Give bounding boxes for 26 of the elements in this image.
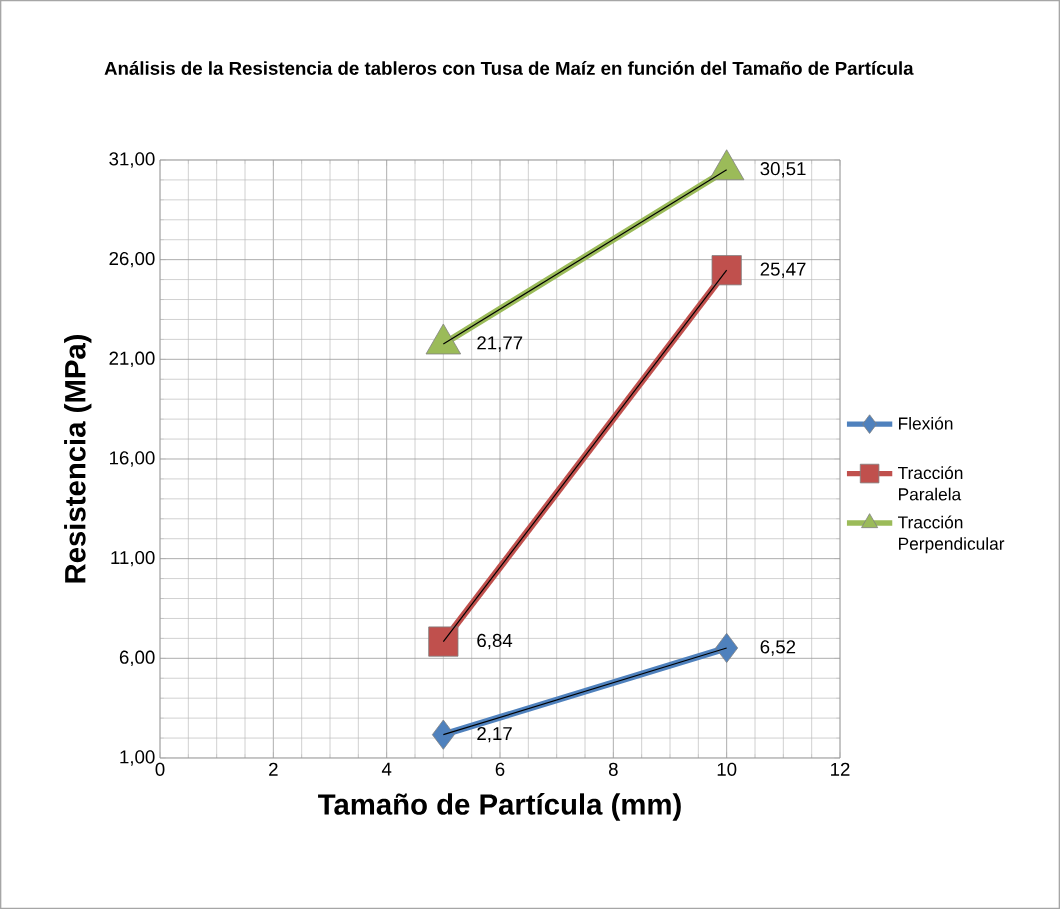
y-axis-title: Resistencia (MPa) bbox=[64, 334, 92, 583]
y-tick-label: 11,00 bbox=[111, 550, 155, 567]
y-tick-label: 16,00 bbox=[110, 451, 155, 467]
data-label: 6,52 bbox=[760, 640, 796, 656]
x-tick-label: 0 bbox=[155, 762, 165, 776]
data-label: 21,77 bbox=[477, 336, 523, 352]
legend-label: Flexión bbox=[899, 416, 953, 430]
y-tick-label: 1,00 bbox=[120, 750, 155, 766]
x-axis-title: Tamaño de Partícula (mm) bbox=[318, 793, 681, 821]
data-label: 30,51 bbox=[760, 162, 806, 178]
y-tick-label: 31,00 bbox=[109, 152, 155, 168]
x-tick-label: 8 bbox=[608, 762, 618, 776]
x-tick-label: 4 bbox=[381, 762, 392, 776]
x-tick-label: 12 bbox=[831, 762, 850, 776]
y-tick-label: 6,00 bbox=[119, 650, 155, 667]
data-label: 6,84 bbox=[477, 633, 513, 650]
data-label: 2,17 bbox=[477, 726, 512, 743]
y-tick-label: 21,00 bbox=[109, 351, 155, 368]
legend-label: Tracción Perpendicular bbox=[898, 515, 1005, 554]
chart-title: Análisis de la Resistencia de tableros con Tusa de Maíz en función del Tamaño de Partícula bbox=[104, 61, 914, 75]
x-tick-label: 2 bbox=[269, 762, 278, 776]
legend-label: Tracción Paralela bbox=[898, 466, 963, 501]
data-label: 25,47 bbox=[760, 262, 806, 278]
x-tick-label: 10 bbox=[717, 762, 737, 776]
y-tick-label: 26,00 bbox=[109, 251, 155, 268]
x-tick-label: 6 bbox=[495, 762, 505, 776]
